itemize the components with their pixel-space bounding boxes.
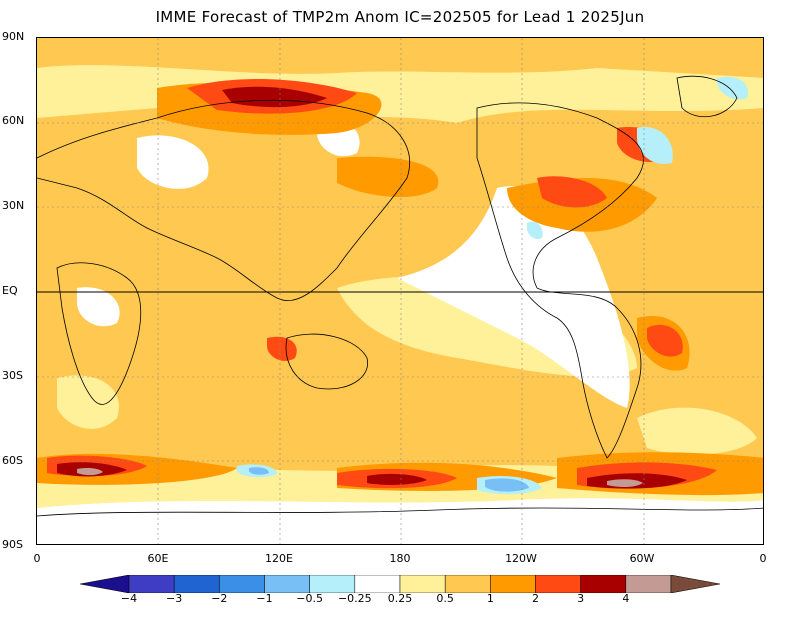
colorbar [80, 575, 720, 593]
colorbar-tick-label: 0.5 [436, 592, 454, 605]
colorbar-tick-label: −3 [166, 592, 183, 605]
lon-label-60w: 60W [629, 552, 655, 565]
colorbar-segment [670, 575, 720, 593]
colorbar-tick-label: 3 [577, 592, 585, 605]
lon-label-120e: 120E [265, 552, 293, 565]
colorbar-segment [128, 575, 175, 593]
colorbar-tick-label: −4 [120, 592, 138, 605]
lat-label-90s: 90S [2, 538, 23, 551]
colorbar-segment [80, 575, 130, 593]
colorbar-segment [625, 575, 672, 593]
colorbar-tick-label: 1 [486, 592, 494, 605]
anomaly-map [36, 37, 764, 545]
lat-label-30n: 30N [2, 199, 25, 212]
lat-label-30s: 30S [2, 369, 23, 382]
lon-label-120w: 120W [505, 552, 537, 565]
colorbar-segment [535, 575, 581, 593]
colorbar-tick-label: −1 [256, 592, 273, 605]
colorbar-tick-label: −0.25 [337, 592, 372, 605]
colorbar-segment [173, 575, 220, 593]
neutral-regions [37, 117, 763, 544]
extreme-warm-regions [77, 468, 643, 488]
colorbar-segment [580, 575, 627, 593]
lon-label-0: 0 [33, 552, 41, 565]
lon-label-180: 180 [389, 552, 411, 565]
colorbar-tick-label: −0.5 [296, 592, 324, 605]
coastlines [37, 75, 763, 517]
anomaly-map-svg [37, 38, 763, 544]
colorbar-tick-label: 4 [622, 592, 630, 605]
colorbar-segment [309, 575, 356, 593]
lat-label-eq: EQ [2, 284, 18, 297]
lon-label-0-end: 0 [759, 552, 767, 565]
colorbar-segment [264, 575, 310, 593]
colorbar-segment [354, 575, 401, 593]
colorbar-segment [219, 575, 265, 593]
colorbar-tick-label: 0.25 [387, 592, 413, 605]
colorbar-tick-label: −2 [211, 592, 228, 605]
moderate-cool-regions [249, 467, 529, 492]
colorbar-tick-label: 2 [532, 592, 539, 605]
colorbar-segment [490, 575, 536, 593]
graticule [37, 38, 763, 544]
lon-label-60e: 60E [147, 552, 169, 565]
lat-label-90n: 90N [2, 30, 25, 43]
lat-label-60s: 60S [2, 454, 23, 467]
lat-label-60n: 60N [2, 114, 25, 127]
colorbar-segment [444, 575, 491, 593]
colorbar-segment [399, 575, 446, 593]
map-title: IMME Forecast of TMP2m Anom IC=202505 fo… [155, 8, 645, 26]
